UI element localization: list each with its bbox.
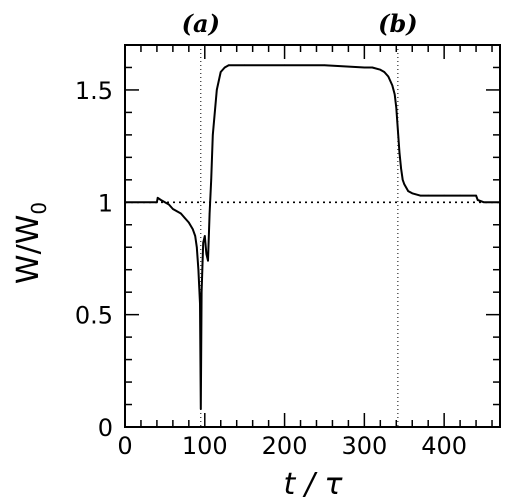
x-axis-title: t / τ — [283, 467, 343, 501]
y-tick-label: 1 — [98, 189, 113, 217]
reference-lines — [125, 45, 500, 427]
data-point — [199, 302, 201, 305]
data-point — [476, 199, 479, 201]
data-point — [156, 197, 159, 199]
y-ticks: 0 0.5 1 1.5 — [75, 66, 500, 442]
y-tick-label: 0.5 — [75, 302, 113, 330]
data-point — [400, 167, 402, 170]
data-point — [172, 208, 174, 210]
data-point — [398, 152, 401, 154]
data-point — [483, 201, 485, 204]
x-tick-label: 200 — [262, 432, 308, 460]
y-axis-title-subscript: 0 — [27, 202, 51, 215]
data-point — [196, 246, 198, 248]
data-point — [204, 235, 206, 237]
data-point — [184, 217, 186, 219]
x-ticks: 0 100 200 300 400 — [117, 45, 493, 460]
data-point — [160, 199, 162, 201]
data-point — [283, 64, 286, 66]
data-point — [379, 68, 382, 71]
y-axis-title-main: W/W — [11, 215, 46, 284]
data-point — [202, 241, 204, 244]
data-point — [219, 71, 222, 73]
data-point — [227, 64, 230, 66]
data-point — [192, 228, 194, 231]
y-tick-label: 1.5 — [75, 77, 113, 105]
annotation-label: (a) — [182, 9, 220, 38]
data-point — [243, 64, 246, 66]
data-point — [397, 129, 399, 132]
y-tick-label: 0 — [98, 414, 113, 442]
data-point — [383, 71, 386, 73]
data-point — [393, 93, 396, 96]
annotations: (a) (b) — [182, 9, 418, 38]
y-axis-title: W/W0 — [11, 202, 51, 284]
data-point — [387, 75, 390, 78]
data-point — [475, 194, 477, 197]
data-point — [459, 194, 461, 197]
data-point — [391, 84, 394, 87]
series-line-0 — [125, 64, 500, 410]
data-point — [403, 183, 406, 186]
data-point — [205, 253, 208, 255]
annotation-label: (b) — [378, 9, 418, 38]
data-point — [207, 259, 209, 262]
data-point — [212, 134, 214, 136]
x-tick-label: 300 — [341, 432, 387, 460]
data-point — [176, 210, 178, 213]
data-point — [188, 221, 190, 224]
data-point — [443, 194, 445, 197]
data-point — [407, 190, 410, 192]
data-point — [208, 212, 211, 215]
data-point — [363, 66, 366, 69]
data-point — [323, 64, 326, 66]
data-point — [427, 194, 430, 197]
data-point — [223, 66, 226, 69]
data-point — [210, 179, 212, 181]
data-point — [200, 408, 202, 410]
data-point — [194, 235, 196, 237]
data-point — [200, 291, 203, 294]
plot-frame — [124, 44, 501, 428]
x-tick-label: 400 — [421, 432, 467, 460]
data-point — [411, 192, 414, 195]
data-point — [168, 203, 170, 206]
data-point — [180, 212, 182, 215]
data-point — [216, 89, 218, 91]
data-point — [197, 268, 200, 271]
x-tick-label: 100 — [182, 432, 228, 460]
data-point — [401, 179, 404, 181]
data-point — [395, 107, 398, 109]
x-tick-label: 0 — [117, 432, 132, 460]
data-point — [371, 66, 374, 69]
data-point — [419, 194, 422, 197]
data-point — [156, 201, 158, 204]
data-point — [164, 201, 166, 204]
series-group — [124, 64, 501, 410]
